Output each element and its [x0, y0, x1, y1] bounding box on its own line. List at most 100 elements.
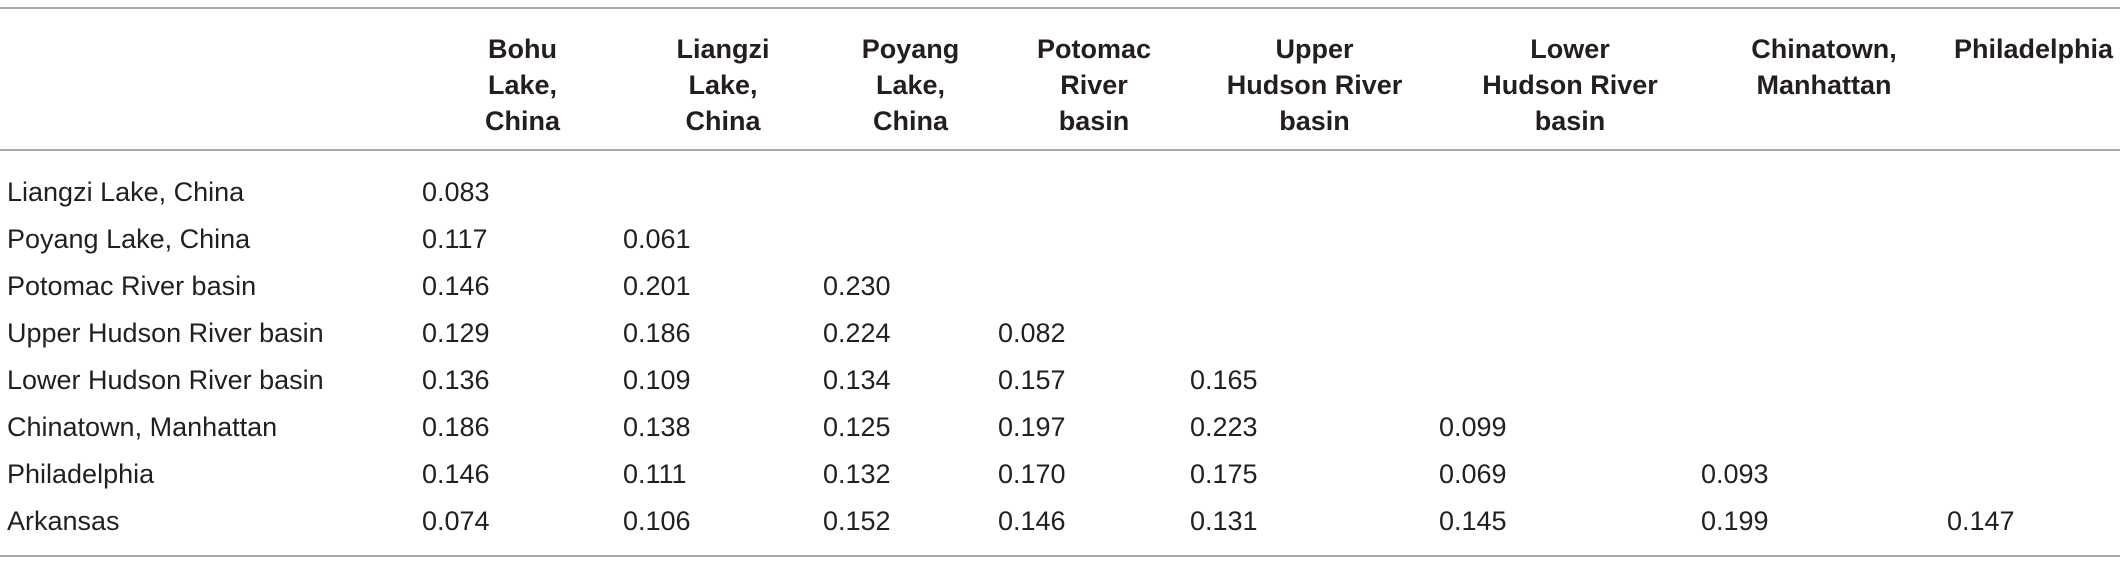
cell-value: 0.224	[823, 318, 891, 348]
empty-cell	[823, 216, 998, 263]
column-header: Bohu Lake, China	[484, 34, 560, 136]
cell-value: 0.157	[998, 365, 1066, 395]
cell-value: 0.136	[422, 365, 490, 395]
cell-value: 0.129	[422, 318, 490, 348]
cell-value: 0.083	[422, 177, 490, 207]
empty-cell	[623, 150, 823, 216]
cell-value: 0.199	[1701, 506, 1769, 536]
table-body: Liangzi Lake, China 0.083 Poyang Lake, Chi…	[0, 150, 2120, 556]
column-header: Potomac River basin	[1036, 34, 1152, 136]
empty-cell	[1947, 404, 2120, 451]
cell-value: 0.145	[1439, 506, 1507, 536]
empty-cell	[1439, 263, 1701, 310]
cell-value: 0.069	[1439, 459, 1507, 489]
empty-cell	[1701, 404, 1947, 451]
column-header: Liangzi Lake, China	[676, 34, 770, 136]
empty-cell	[1439, 310, 1701, 357]
empty-cell	[998, 216, 1190, 263]
cell-value: 0.165	[1190, 365, 1258, 395]
column-header: Upper Hudson River basin	[1226, 34, 1403, 136]
cell-value: 0.170	[998, 459, 1066, 489]
data-table: Bohu Lake, China Liangzi Lake, China Poyan…	[0, 7, 2120, 557]
cell-value: 0.186	[422, 412, 490, 442]
cell-value: 0.146	[998, 506, 1066, 536]
empty-cell	[1701, 216, 1947, 263]
row-label: Lower Hudson River basin	[7, 365, 324, 395]
row-label: Arkansas	[7, 506, 120, 536]
table-row: Potomac River basin 0.146 0.201 0.230	[0, 263, 2120, 310]
column-header-cell: Potomac River basin	[998, 8, 1190, 150]
row-label: Potomac River basin	[7, 271, 257, 301]
table-row: Upper Hudson River basin 0.129 0.186 0.224 0…	[0, 310, 2120, 357]
corner-cell	[0, 8, 422, 150]
row-label: Upper Hudson River basin	[7, 318, 324, 348]
table-row: Lower Hudson River basin 0.136 0.109 0.134 0…	[0, 357, 2120, 404]
empty-cell	[1701, 357, 1947, 404]
empty-cell	[1947, 357, 2120, 404]
cell-value: 0.147	[1947, 506, 2015, 536]
row-label: Chinatown, Manhattan	[7, 412, 278, 442]
empty-cell	[1439, 216, 1701, 263]
column-header-cell: Poyang Lake, China	[823, 8, 998, 150]
cell-value: 0.131	[1190, 506, 1258, 536]
empty-cell	[823, 150, 998, 216]
empty-cell	[1947, 150, 2120, 216]
cell-value: 0.117	[422, 224, 488, 254]
cell-value: 0.134	[823, 365, 891, 395]
empty-cell	[1439, 357, 1701, 404]
table-row: Liangzi Lake, China 0.083	[0, 150, 2120, 216]
row-label: Philadelphia	[7, 459, 155, 489]
empty-cell	[1947, 216, 2120, 263]
table-row: Arkansas 0.074 0.106 0.152 0.146 0.131 0.145 0.…	[0, 498, 2120, 556]
cell-value: 0.138	[623, 412, 691, 442]
cell-value: 0.106	[623, 506, 691, 536]
cell-value: 0.093	[1701, 459, 1769, 489]
table-row: Chinatown, Manhattan 0.186 0.138 0.125 0.197…	[0, 404, 2120, 451]
cell-value: 0.223	[1190, 412, 1258, 442]
cell-value: 0.175	[1190, 459, 1258, 489]
empty-cell	[1701, 150, 1947, 216]
column-header: Philadelphia	[1953, 34, 2114, 64]
empty-cell	[1701, 263, 1947, 310]
column-header-cell: Philadelphia	[1947, 8, 2120, 150]
column-header-cell: Liangzi Lake, China	[623, 8, 823, 150]
cell-value: 0.186	[623, 318, 691, 348]
empty-cell	[998, 263, 1190, 310]
empty-cell	[1701, 310, 1947, 357]
empty-cell	[1947, 451, 2120, 498]
empty-cell	[1190, 216, 1439, 263]
cell-value: 0.132	[823, 459, 891, 489]
header-row: Bohu Lake, China Liangzi Lake, China Poyan…	[0, 8, 2120, 150]
cell-value: 0.061	[623, 224, 691, 254]
empty-cell	[1190, 263, 1439, 310]
empty-cell	[998, 150, 1190, 216]
column-header-cell: Lower Hudson River basin	[1439, 8, 1701, 150]
row-label: Poyang Lake, China	[7, 224, 251, 254]
cell-value: 0.146	[422, 459, 490, 489]
cell-value: 0.074	[422, 506, 490, 536]
empty-cell	[1947, 263, 2120, 310]
cell-value: 0.109	[623, 365, 691, 395]
empty-cell	[1439, 150, 1701, 216]
cell-value: 0.111	[623, 459, 687, 489]
column-header: Poyang Lake, China	[861, 34, 960, 136]
cell-value: 0.125	[823, 412, 891, 442]
column-header-cell: Bohu Lake, China	[422, 8, 623, 150]
cell-value: 0.099	[1439, 412, 1507, 442]
cell-value: 0.152	[823, 506, 891, 536]
column-header: Chinatown, Manhattan	[1751, 34, 1897, 100]
cell-value: 0.146	[422, 271, 490, 301]
cell-value: 0.082	[998, 318, 1066, 348]
column-header-cell: Upper Hudson River basin	[1190, 8, 1439, 150]
empty-cell	[1190, 310, 1439, 357]
table-row: Poyang Lake, China 0.117 0.061	[0, 216, 2120, 263]
column-header-cell: Chinatown, Manhattan	[1701, 8, 1947, 150]
empty-cell	[1190, 150, 1439, 216]
cell-value: 0.201	[623, 271, 691, 301]
empty-cell	[1947, 310, 2120, 357]
column-header: Lower Hudson River basin	[1482, 34, 1658, 136]
table-row: Philadelphia 0.146 0.111 0.132 0.170 0.175 0.0…	[0, 451, 2120, 498]
cell-value: 0.230	[823, 271, 891, 301]
cell-value: 0.197	[998, 412, 1066, 442]
